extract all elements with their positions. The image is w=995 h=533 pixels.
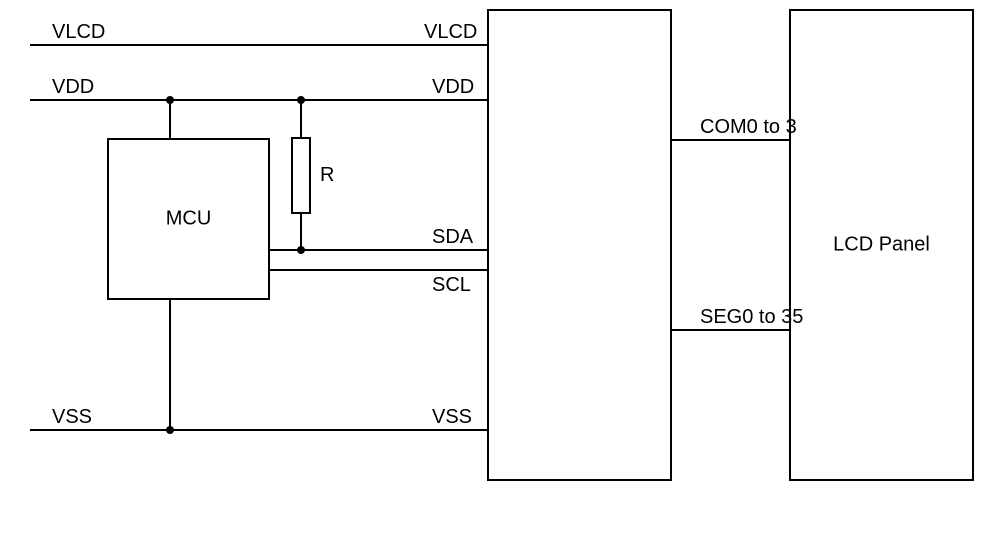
label-vlcd_right: VLCD [424,21,477,43]
label-sda: SDA [432,226,474,248]
block-driver [488,10,671,480]
label-vlcd_left: VLCD [52,21,105,43]
junction-0 [166,96,174,104]
label-vss_left: VSS [52,406,92,428]
junction-3 [297,246,305,254]
label-seg: SEG0 to 35 [700,306,803,328]
junction-2 [166,426,174,434]
label-vdd_right: VDD [432,76,474,98]
label-vss_right: VSS [432,406,472,428]
label-scl: SCL [432,274,471,296]
block-label-lcd_panel: LCD Panel [833,233,930,255]
junction-1 [297,96,305,104]
label-vdd_left: VDD [52,76,94,98]
block-label-mcu: MCU [166,207,212,229]
label-com: COM0 to 3 [700,116,797,138]
resistor [292,138,310,213]
resistor-label: R [320,164,334,186]
